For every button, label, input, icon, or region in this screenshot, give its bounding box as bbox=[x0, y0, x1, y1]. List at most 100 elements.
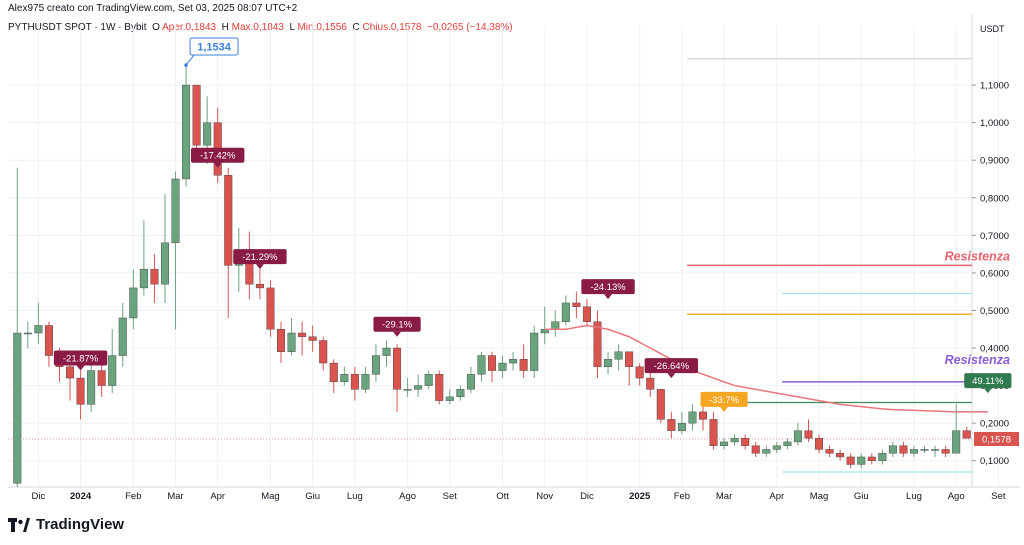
candle-body bbox=[403, 389, 412, 391]
candle-body bbox=[836, 452, 845, 458]
candle-body bbox=[751, 445, 760, 454]
candle-body bbox=[277, 329, 286, 352]
price-chart[interactable]: 0,10000,20000,30000,40000,50000,60000,70… bbox=[0, 0, 1024, 510]
candle-body bbox=[350, 374, 359, 390]
candle-body bbox=[815, 437, 824, 450]
candle-body bbox=[572, 302, 581, 307]
low-value: Min.0,1556 bbox=[297, 22, 347, 33]
y-tick-label: 0,8000 bbox=[980, 193, 1009, 204]
callout-pointer bbox=[213, 162, 222, 168]
y-tick-label: 0,6000 bbox=[980, 268, 1009, 279]
x-tick-label: Mar bbox=[167, 491, 183, 502]
candle-body bbox=[160, 242, 169, 285]
x-tick-label: Mar bbox=[716, 491, 732, 502]
x-tick-label: Giu bbox=[854, 491, 869, 502]
high-marker-label: 1,1534 bbox=[197, 42, 232, 54]
candle-body bbox=[76, 377, 85, 405]
x-tick-label: Dic bbox=[580, 491, 594, 502]
candle-body bbox=[66, 366, 75, 379]
candle-body bbox=[899, 445, 908, 454]
candle-body bbox=[498, 362, 507, 371]
candle-body bbox=[888, 445, 897, 454]
brand[interactable]: TradingView bbox=[8, 516, 124, 533]
candle-body bbox=[361, 374, 370, 390]
candle-body bbox=[551, 321, 560, 330]
candle-body bbox=[593, 321, 602, 367]
open-label: O bbox=[152, 22, 160, 33]
x-tick-label: Lug bbox=[906, 491, 922, 502]
candle-body bbox=[783, 441, 792, 446]
y-tick-label: 0,2000 bbox=[980, 419, 1009, 430]
candle-body bbox=[34, 325, 43, 334]
callout-24-13: -24.13% bbox=[581, 279, 635, 300]
candle-body bbox=[13, 332, 22, 484]
candle-body bbox=[720, 441, 729, 446]
candle-body bbox=[772, 445, 781, 450]
candle-body bbox=[741, 437, 750, 446]
callout-box bbox=[233, 249, 287, 265]
candle-body bbox=[561, 302, 570, 322]
close-value: Chius.0,1578 bbox=[362, 22, 422, 33]
candle-body bbox=[319, 340, 328, 364]
candle-body bbox=[87, 370, 96, 405]
x-tick-label: Apr bbox=[210, 491, 225, 502]
x-tick-label: Set bbox=[443, 491, 458, 502]
candle-body bbox=[393, 347, 402, 390]
candle-body bbox=[857, 456, 866, 465]
candle-body bbox=[192, 84, 201, 146]
moving-average-line bbox=[544, 324, 988, 413]
resistance-red-label: Resistenza bbox=[945, 250, 1010, 264]
candle-body bbox=[255, 283, 264, 289]
resistance-purple-label: Resistenza bbox=[945, 353, 1010, 367]
x-tick-label: Ott bbox=[496, 491, 509, 502]
high-marker-box bbox=[189, 37, 239, 56]
high-marker-stem bbox=[185, 54, 195, 66]
callout-text: -26.64% bbox=[654, 361, 690, 372]
candle-body bbox=[952, 430, 961, 454]
tradingview-logo-icon bbox=[8, 517, 30, 532]
candle-body bbox=[582, 306, 591, 322]
callout-text: -21.29% bbox=[242, 252, 278, 263]
candle-body bbox=[466, 374, 475, 390]
callout-pointer bbox=[604, 294, 613, 300]
y-tick-label: 0,7000 bbox=[980, 231, 1009, 242]
callout-29-1: -29.1% bbox=[373, 316, 421, 337]
callout-box bbox=[644, 358, 699, 374]
callout-pointer bbox=[76, 365, 85, 371]
callout-17-42: -17.42% bbox=[191, 147, 245, 168]
last-price-tag bbox=[974, 431, 1019, 446]
candle-body bbox=[171, 178, 180, 244]
candle-body bbox=[909, 449, 918, 454]
callout-box bbox=[53, 350, 108, 366]
candle-body bbox=[23, 332, 32, 335]
candle-body bbox=[97, 370, 106, 386]
callout-pointer bbox=[255, 264, 264, 270]
candle-body bbox=[878, 452, 887, 461]
high-value: Max.0,1843 bbox=[231, 22, 284, 33]
candle-body bbox=[329, 362, 338, 383]
x-tick-label: Mag bbox=[261, 491, 279, 502]
candle-body bbox=[340, 374, 349, 383]
x-tick-label: Feb bbox=[674, 491, 690, 502]
x-tick-label: Set bbox=[991, 491, 1006, 502]
candle-body bbox=[920, 449, 929, 451]
candle-body bbox=[941, 449, 950, 454]
x-tick-label: Giu bbox=[305, 491, 320, 502]
callout-21-29: -21.29% bbox=[233, 249, 287, 270]
callout-box bbox=[964, 373, 1012, 389]
x-tick-label: Ago bbox=[948, 491, 965, 502]
callout-box bbox=[373, 316, 421, 332]
callout-text: -17.42% bbox=[200, 151, 236, 162]
callout-text: -24.13% bbox=[590, 282, 626, 293]
y-tick-label: 1,1000 bbox=[980, 81, 1009, 92]
change-value: −0,0265 (−14,38%) bbox=[427, 22, 513, 33]
x-tick-label: 2024 bbox=[70, 491, 92, 502]
candle-body bbox=[266, 287, 275, 330]
callout-text: -21.87% bbox=[63, 354, 99, 365]
callout-text: -29.1% bbox=[382, 320, 413, 331]
callout-box bbox=[191, 147, 245, 163]
x-tick-label: Dic bbox=[32, 491, 46, 502]
x-tick-label: Apr bbox=[769, 491, 784, 502]
candle-body bbox=[793, 430, 802, 443]
currency-label: USDT bbox=[980, 24, 1005, 34]
